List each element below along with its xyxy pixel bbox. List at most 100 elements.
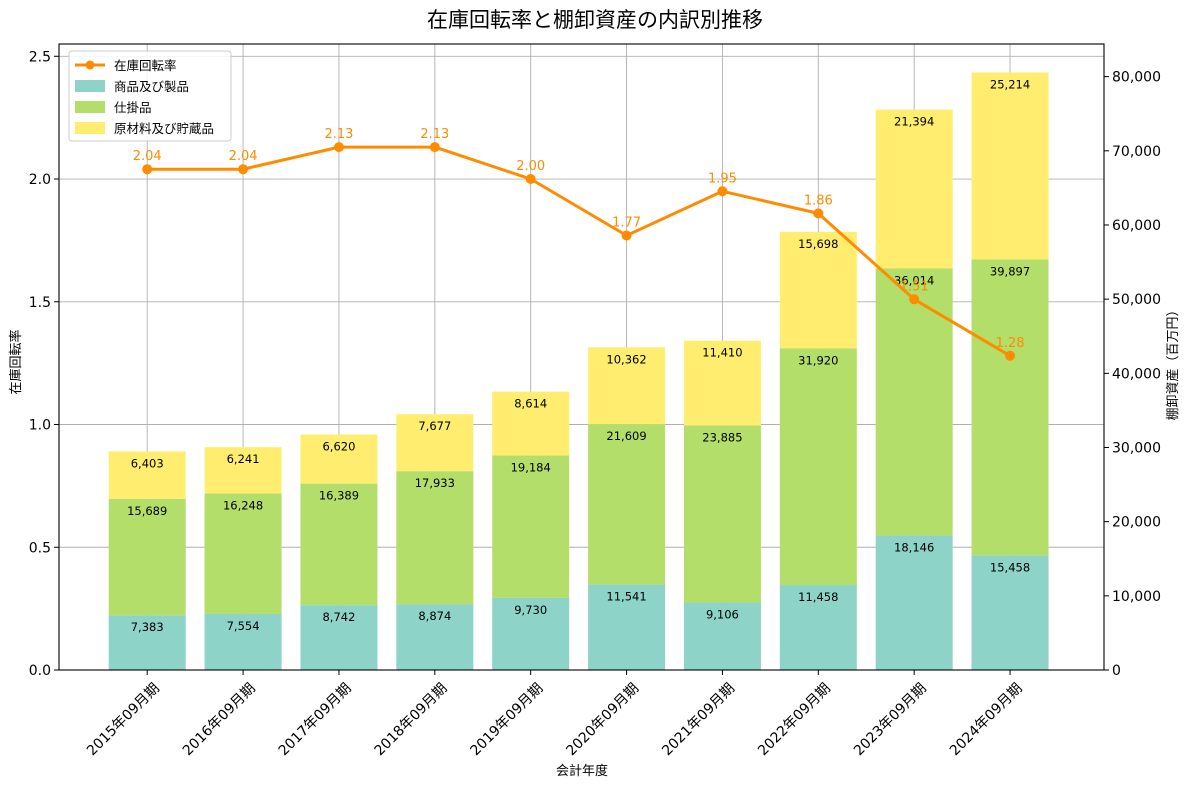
bar-value-label: 15,698 [798,237,838,251]
bar-segment [683,602,761,670]
bar-value-label: 18,146 [894,540,934,554]
legend-swatch [75,80,105,92]
bar-segment [204,493,282,614]
legend-box [68,50,232,142]
bar-segment [875,109,953,269]
bar-value-label: 11,410 [702,346,742,360]
bar-segment [396,471,474,605]
y-left-tick-label: 1.0 [29,418,51,434]
x-tick-label: 2017年09月期 [276,680,355,759]
bar-value-label: 6,403 [131,456,164,470]
bar-value-label: 6,620 [322,440,355,454]
turnover-value-label: 2.13 [420,127,449,142]
legend-label: 在庫回転率 [114,58,177,73]
y-left-tick-label: 0.5 [29,540,51,556]
bar-value-label: 25,214 [990,77,1030,91]
bar-value-label: 21,609 [606,429,646,443]
legend-label: 商品及び製品 [114,79,189,94]
legend-label: 原材料及び貯蔵品 [114,121,214,136]
bar-segment [300,483,378,606]
bar-value-label: 16,389 [319,489,359,503]
bar-segment [971,259,1049,556]
y-right-tick-label: 50,000 [1112,292,1161,308]
bar-value-label: 39,897 [990,264,1030,278]
bar-segment [683,340,761,426]
turnover-point [813,208,824,219]
bar-value-label: 16,248 [223,498,263,512]
turnover-value-label: 2.04 [229,149,258,164]
turnover-value-label: 1.51 [900,279,929,294]
turnover-value-label: 2.13 [324,127,353,142]
plot-frame [58,43,1105,671]
y-left-tick-label: 1.5 [29,295,51,311]
legend-label: 仕掛品 [114,100,152,115]
turnover-value-label: 1.86 [804,193,833,208]
turnover-value-label: 1.95 [708,171,737,186]
bar-segment [300,434,378,484]
bar-segment [204,447,282,494]
x-axis-label: 会計年度 [556,763,608,779]
bar-segment [396,604,474,670]
bar-segment [492,391,570,456]
y-axis-left-label: 在庫回転率 [8,329,24,394]
y-right-tick-label: 60,000 [1112,218,1161,234]
bar-segment [971,555,1049,670]
bar-value-label: 23,885 [702,430,742,444]
bar-value-label: 9,730 [514,603,547,617]
bar-value-label: 10,362 [606,352,646,366]
bar-value-label: 15,689 [127,504,167,518]
bar-segment [108,615,186,670]
x-tick-label: 2021年09月期 [659,680,738,759]
bar-segment [779,348,857,586]
bar-segment [588,424,666,585]
x-tick-label: 2020年09月期 [563,680,642,759]
bar-segment [492,455,570,598]
x-tick-label: 2018年09月期 [372,680,451,759]
y-left-tick-label: 2.0 [29,172,51,188]
bar-segment [971,72,1049,260]
turnover-point [238,164,249,175]
bar-value-label: 7,383 [131,620,164,634]
bar-value-label: 8,874 [418,609,451,623]
turnover-value-label: 2.00 [516,159,545,174]
bar-value-label: 19,184 [511,461,551,475]
y-right-tick-label: 40,000 [1112,366,1161,382]
bar-value-label: 31,920 [798,353,838,367]
chart-title: 在庫回転率と棚卸資産の内訳別推移 [427,8,763,32]
bar-segment [204,613,282,670]
legend-marker [85,60,95,70]
y-left-tick-label: 0.0 [29,663,51,679]
bar-segment [875,535,953,670]
bar-value-label: 11,541 [606,589,646,603]
x-tick-label: 2023年09月期 [851,680,930,759]
bar-value-label: 11,458 [798,590,838,604]
turnover-point [429,142,440,153]
bar-value-label: 36,014 [894,273,934,287]
bar-segment [492,597,570,670]
bar-value-label: 15,458 [990,560,1030,574]
y-axis-right-label: 棚卸資産（百万円） [1165,303,1181,420]
y-right-tick-label: 10,000 [1112,589,1161,605]
turnover-point [717,186,728,197]
bar-segment [396,414,474,472]
bar-value-label: 17,933 [415,476,455,490]
turnover-point [909,294,920,305]
bar-value-label: 7,554 [227,619,260,633]
x-tick-label: 2015年09月期 [84,680,163,759]
turnover-line-path [147,145,1011,358]
bar-segment [108,451,186,499]
y-right-tick-label: 20,000 [1112,515,1161,531]
y-right-tick-label: 30,000 [1112,440,1161,456]
bar-segment [588,347,666,425]
bar-segment [108,498,186,616]
turnover-value-label: 2.04 [133,149,162,164]
y-left-tick-label: 2.5 [29,49,51,65]
turnover-point [1005,350,1016,361]
bar-value-label: 7,677 [418,419,451,433]
y-right-tick-label: 70,000 [1112,144,1161,160]
bar-value-label: 9,106 [706,607,739,621]
bars: 7,383 15,689 6,403 7,554 16,248 6,241 8,742 16,… [108,72,1049,670]
bar-value-label: 6,241 [227,452,260,466]
